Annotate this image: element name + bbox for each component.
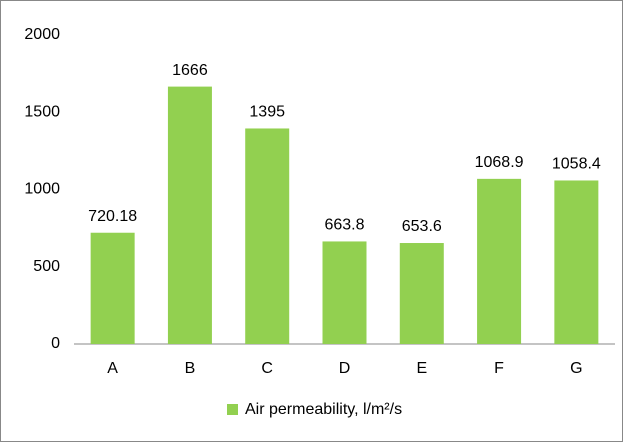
bar: [554, 180, 599, 344]
y-tick-label: 2000: [24, 26, 60, 43]
value-label: 1068.9: [475, 154, 524, 171]
bar: [399, 243, 444, 344]
legend-swatch: [227, 404, 238, 415]
x-tick-label: F: [494, 360, 504, 377]
bar: [322, 241, 367, 344]
bar: [477, 178, 522, 344]
bar: [90, 232, 135, 344]
x-tick-label: D: [339, 360, 351, 377]
y-tick-label: 1000: [24, 181, 60, 198]
value-label: 1666: [172, 62, 208, 79]
value-label: 1058.4: [552, 156, 601, 173]
value-label: 1395: [249, 104, 285, 121]
y-tick-label: 500: [33, 258, 60, 275]
value-label: 663.8: [324, 217, 364, 234]
x-tick-label: C: [261, 360, 273, 377]
legend-label: Air permeability, l/m²/s: [245, 401, 402, 418]
y-tick-label: 0: [51, 335, 60, 352]
bar: [245, 128, 290, 344]
x-tick-label: G: [570, 360, 582, 377]
value-label: 653.6: [402, 218, 442, 235]
y-tick-label: 1500: [24, 103, 60, 120]
x-tick-label: B: [185, 360, 196, 377]
x-tick-label: A: [107, 360, 118, 377]
value-label: 720.18: [88, 208, 137, 225]
bar: [167, 86, 212, 344]
x-tick-label: E: [416, 360, 427, 377]
